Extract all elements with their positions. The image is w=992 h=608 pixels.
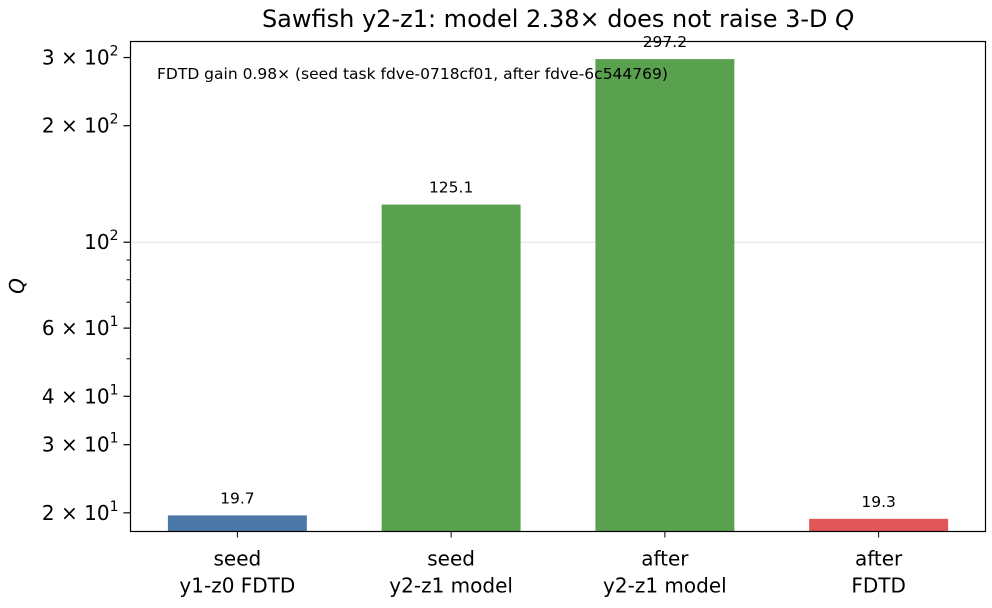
y-axis-label: Q <box>5 278 29 294</box>
chart-annotation: FDTD gain 0.98× (seed task fdve-0718cf01… <box>157 65 668 83</box>
value-label: 19.7 <box>220 489 255 507</box>
plot-frame <box>129 40 987 533</box>
value-labels: 19.7 125.1 297.2 19.3 <box>220 33 896 511</box>
y-tick-label: 2 × 102 <box>42 112 119 138</box>
y-tick-label: 3 × 101 <box>42 431 119 457</box>
x-axis: seed y1-z0 FDTD seed y2-z1 model after y2-z1 … <box>179 531 906 598</box>
bar <box>809 518 949 532</box>
bar <box>167 515 307 532</box>
bar <box>595 59 735 532</box>
x-tick-label: after <box>641 547 689 571</box>
x-tick-label: seed <box>214 547 262 571</box>
y-tick-label: 2 × 101 <box>42 499 119 525</box>
x-tick-label: y1-z0 FDTD <box>179 574 295 598</box>
bars-layer <box>167 59 949 532</box>
x-tick-label: seed <box>427 547 475 571</box>
x-tick-label: after <box>855 547 903 571</box>
value-label: 297.2 <box>643 33 687 51</box>
y-tick-label: 6 × 101 <box>42 314 119 340</box>
value-label: 19.3 <box>861 493 896 511</box>
y-tick-label: 102 <box>84 228 118 254</box>
y-axis: 2 × 101 3 × 101 4 × 101 6 × 101 102 2 × 102 3 … <box>42 44 131 525</box>
chart-title: Sawfish y2-z1: model 2.38× does not rais… <box>262 5 854 33</box>
y-tick-label: 4 × 101 <box>42 382 119 408</box>
bar <box>381 204 521 532</box>
x-tick-label: y2-z1 model <box>389 574 513 598</box>
x-tick-label: FDTD <box>851 574 906 598</box>
value-label: 125.1 <box>429 179 473 197</box>
y-tick-label: 3 × 102 <box>42 44 119 70</box>
x-tick-label: y2-z1 model <box>603 574 727 598</box>
